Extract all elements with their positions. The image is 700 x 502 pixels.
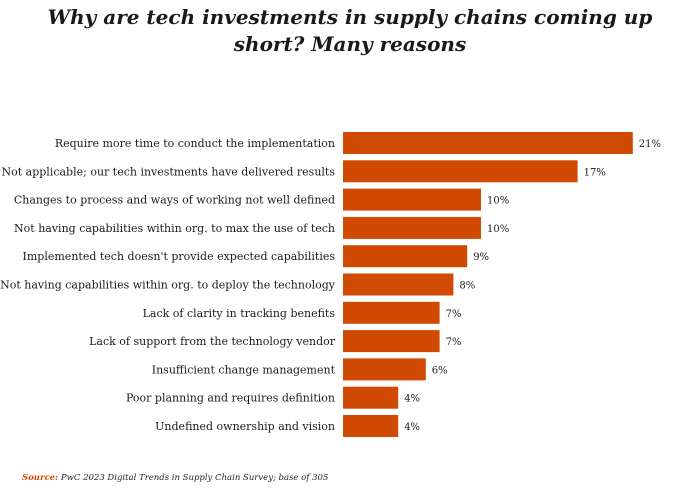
bar bbox=[343, 301, 440, 324]
bar bbox=[343, 358, 426, 381]
value-label: 10% bbox=[487, 224, 509, 235]
category-label: Lack of support from the technology vend… bbox=[89, 335, 336, 348]
category-label: Undefined ownership and vision bbox=[155, 420, 335, 433]
value-label: 7% bbox=[446, 337, 462, 348]
bar bbox=[343, 273, 454, 296]
bar bbox=[343, 386, 399, 409]
bar bbox=[343, 132, 633, 154]
source-text: PwC 2023 Digital Trends in Supply Chain … bbox=[58, 473, 329, 483]
bar bbox=[343, 216, 481, 239]
value-label: 9% bbox=[473, 252, 489, 263]
bar bbox=[343, 245, 468, 268]
category-label: Not applicable; our tech investments hav… bbox=[1, 165, 335, 178]
category-label: Insufficient change management bbox=[152, 363, 336, 376]
source-label: Source: bbox=[22, 473, 59, 483]
category-label: Implemented tech doesn't provide expecte… bbox=[23, 250, 336, 263]
chart-title-line-2: short? Many reasons bbox=[233, 32, 467, 56]
value-label: 10% bbox=[487, 196, 509, 207]
value-label: 21% bbox=[639, 139, 661, 150]
bar bbox=[343, 415, 399, 437]
value-label: 4% bbox=[404, 422, 420, 433]
value-label: 7% bbox=[446, 309, 462, 320]
chart-title-line-1: Why are tech investments in supply chain… bbox=[47, 5, 653, 29]
category-label: Changes to process and ways of working n… bbox=[14, 194, 335, 207]
category-label: Poor planning and requires definition bbox=[126, 392, 335, 405]
value-label: 6% bbox=[432, 365, 448, 376]
bar bbox=[343, 188, 481, 211]
chart-title: Why are tech investments in supply chain… bbox=[0, 4, 700, 58]
bar bbox=[343, 160, 578, 183]
value-label: 4% bbox=[404, 394, 420, 405]
source-note: Source: PwC 2023 Digital Trends in Suppl… bbox=[22, 473, 328, 483]
category-label: Not having capabilities within org. to m… bbox=[14, 222, 335, 235]
value-label: 8% bbox=[459, 281, 475, 292]
category-label: Lack of clarity in tracking benefits bbox=[143, 307, 336, 320]
value-label: 17% bbox=[584, 167, 606, 178]
category-label: Not having capabilities within org. to d… bbox=[0, 279, 336, 292]
category-label: Require more time to conduct the impleme… bbox=[55, 137, 335, 150]
bar bbox=[343, 330, 440, 353]
